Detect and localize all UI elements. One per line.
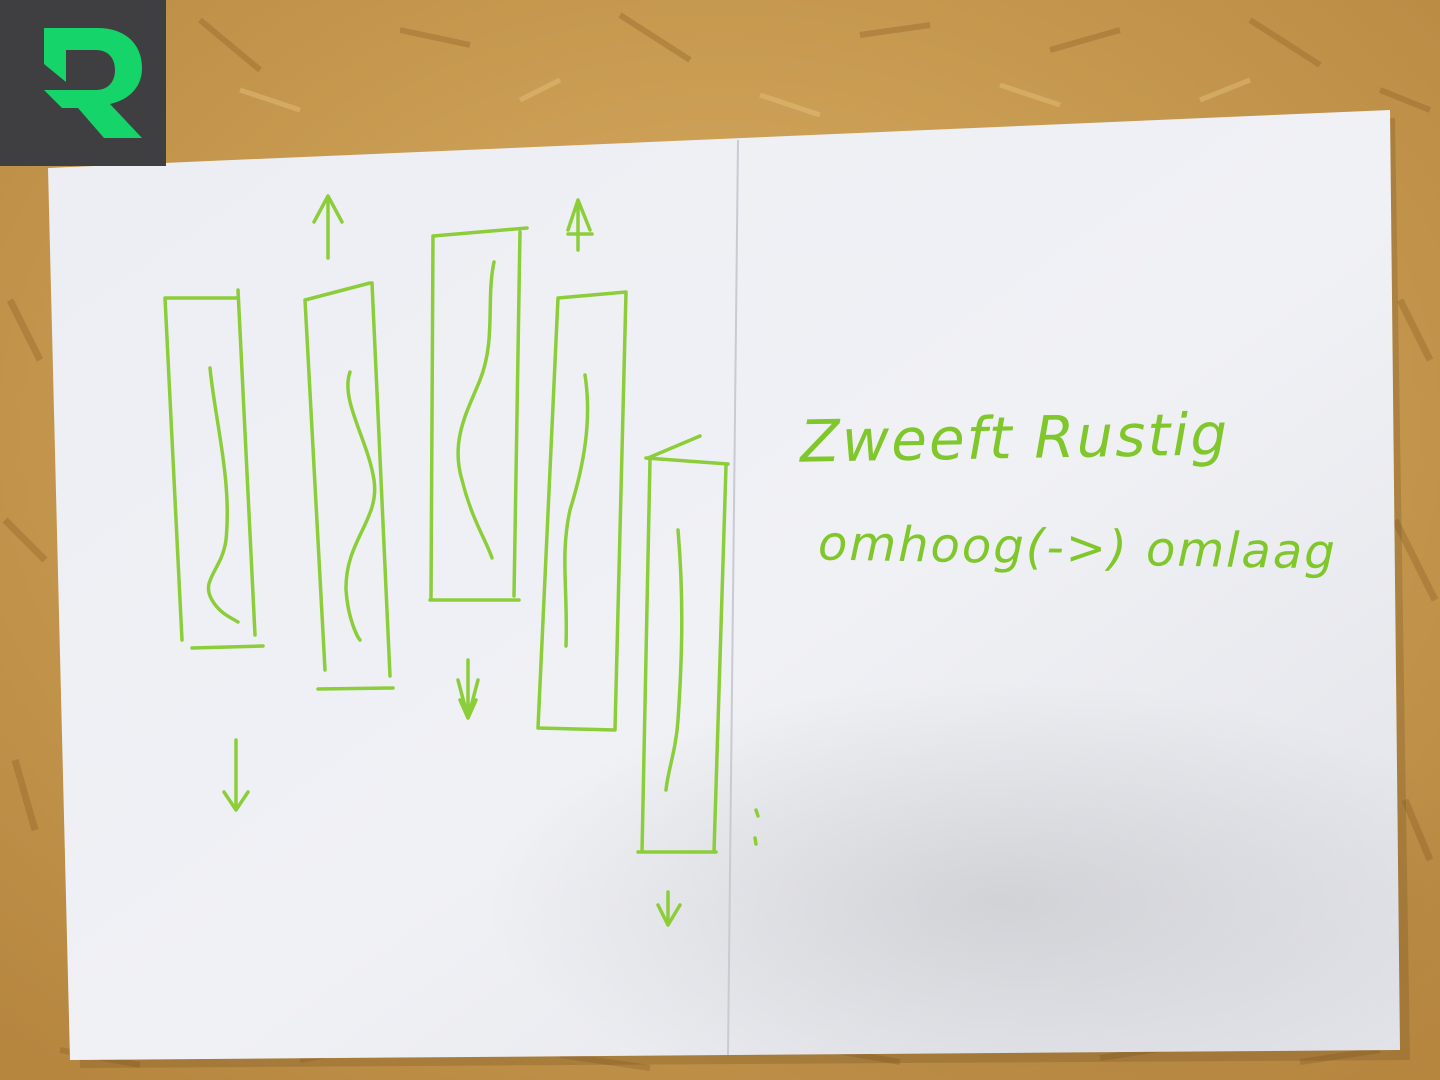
column-sketch-5 bbox=[636, 434, 760, 927]
column-sketch-2 bbox=[303, 194, 395, 691]
logo-tile bbox=[0, 0, 166, 166]
column-sketch-1 bbox=[163, 288, 265, 812]
handwritten-note-line-1: Zweeft Rustig bbox=[799, 400, 1230, 476]
column-sketch-4 bbox=[536, 198, 628, 732]
paper-fold bbox=[727, 139, 739, 1056]
column-sketches bbox=[163, 194, 760, 927]
handwritten-note-line-2: omhoog(->) omlaag bbox=[817, 515, 1338, 581]
r-logo-icon bbox=[44, 28, 142, 138]
paper-shade bbox=[480, 680, 1440, 1080]
column-sketch-3 bbox=[428, 226, 529, 720]
